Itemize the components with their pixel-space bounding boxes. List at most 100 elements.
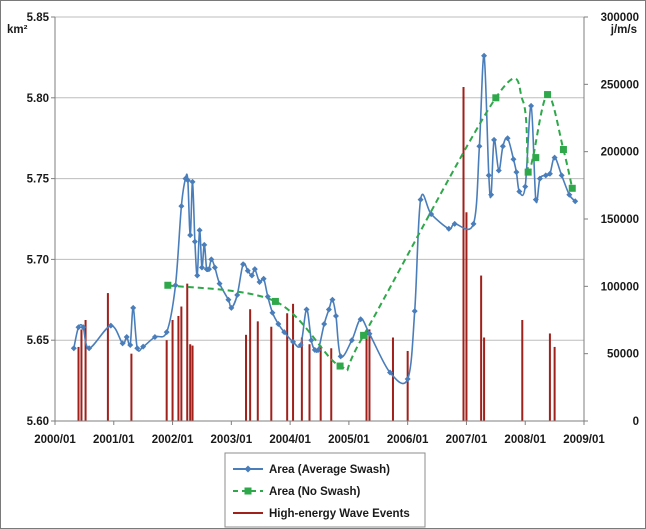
legend-box — [224, 452, 426, 528]
tick-labels: 5.60 5.65 5.70 5.75 5.80 5.85 0 50000 100000 1500… — [27, 12, 639, 446]
wave-event-bar — [406, 350, 409, 421]
legend-item: High-energy Wave Events — [233, 508, 410, 520]
average-swash-marker — [240, 261, 247, 268]
average-swash-marker — [516, 188, 523, 195]
y-left-tick-label: 5.85 — [27, 12, 50, 24]
average-swash-marker — [244, 267, 251, 274]
x-tick-label: 2008/01 — [504, 434, 546, 446]
average-swash-marker — [404, 375, 411, 382]
series-lines — [73, 54, 576, 385]
average-swash-marker — [528, 102, 535, 109]
average-swash-marker — [119, 340, 126, 347]
wave-event-bar — [330, 348, 333, 421]
average-swash-marker — [499, 143, 506, 150]
wave-event-bar — [480, 275, 483, 421]
legend-swatch-marker — [244, 465, 252, 473]
x-tick-label: 2000/01 — [34, 434, 76, 446]
legend-label: High-energy Wave Events — [269, 508, 410, 520]
wave-event-bar — [483, 337, 486, 421]
grid-lines — [55, 16, 584, 341]
wave-event-bar — [548, 333, 551, 421]
wave-event-bar — [186, 283, 189, 421]
y-left-unit: km² — [7, 24, 28, 36]
wave-event-bar — [521, 320, 524, 421]
y-left-tick-label: 5.65 — [27, 335, 50, 347]
y-right-tick-label: 300000 — [601, 12, 639, 24]
wave-event-bar — [77, 346, 80, 421]
average-swash-marker — [178, 203, 185, 210]
average-swash-marker — [451, 220, 458, 227]
average-swash-marker — [308, 337, 315, 344]
average-swash-marker — [70, 345, 77, 352]
x-tick-label: 2001/01 — [93, 434, 135, 446]
wave-event-bar — [462, 87, 465, 421]
average-swash-marker — [275, 321, 282, 328]
wave-event-bar — [84, 320, 87, 421]
no-swash-marker — [336, 362, 344, 370]
average-swash-marker — [536, 175, 543, 182]
y-left-tick-label: 5.80 — [27, 93, 49, 105]
average-swash-marker — [208, 256, 215, 263]
average-swash-marker — [485, 172, 492, 179]
average-swash-marker — [491, 136, 498, 143]
average-swash-marker — [470, 220, 477, 227]
average-swash-marker — [189, 178, 196, 185]
no-swash-marker — [568, 184, 576, 192]
no-swash-marker — [544, 91, 552, 99]
y-right-tick-label: 150000 — [601, 214, 639, 226]
average-swash-marker — [311, 346, 318, 353]
average-swash-marker — [332, 312, 339, 319]
wave-event-bars — [77, 87, 556, 421]
no-swash-line — [167, 77, 574, 372]
wave-event-bar — [308, 344, 311, 421]
average-swash-marker — [325, 306, 332, 313]
wave-event-bar — [245, 334, 248, 421]
y-left-tick-label: 5.60 — [27, 416, 49, 428]
average-swash-marker — [225, 296, 232, 303]
average-swash-line — [73, 54, 576, 385]
wave-event-bar — [130, 353, 133, 421]
wave-event-bar — [189, 344, 192, 421]
x-tick-label: 2009/01 — [563, 434, 605, 446]
average-swash-marker — [198, 264, 205, 271]
average-swash-marker — [329, 296, 336, 303]
x-tick-label: 2002/01 — [152, 434, 194, 446]
wave-event-bar — [165, 340, 168, 421]
average-swash-marker — [513, 169, 520, 176]
average-swash-marker — [234, 291, 241, 298]
legend-label: Area (No Swash) — [269, 486, 361, 498]
wave-event-bar — [465, 212, 468, 421]
average-swash-marker — [411, 308, 418, 315]
average-swash-marker — [86, 345, 93, 352]
average-swash-marker — [80, 324, 87, 331]
wave-event-bar — [249, 309, 252, 421]
legend: Area (Average Swash) Area (No Swash) High-… — [224, 452, 426, 528]
average-swash-marker — [495, 167, 502, 174]
wave-event-bar — [391, 337, 394, 421]
average-swash-marker — [532, 196, 539, 203]
x-tick-label: 2007/01 — [446, 434, 488, 446]
average-swash-marker — [140, 343, 147, 350]
average-swash-marker — [269, 309, 276, 316]
y-right-tick-label: 250000 — [601, 79, 639, 91]
average-swash-marker — [281, 329, 288, 336]
average-swash-marker — [387, 369, 394, 376]
y-right-tick-label: 0 — [633, 416, 639, 428]
average-swash-marker — [256, 279, 263, 286]
wave-event-bar — [292, 303, 295, 421]
wave-event-bar — [171, 320, 174, 421]
average-swash-marker — [417, 196, 424, 203]
average-swash-marker — [123, 333, 130, 340]
average-swash-marker — [551, 154, 558, 161]
y-right-unit: j/m/s — [610, 24, 637, 36]
average-swash-marker — [216, 280, 223, 287]
average-swash-marker — [522, 183, 529, 190]
average-swash-marker — [251, 266, 258, 273]
y-right-tick-label: 200000 — [601, 147, 639, 159]
wave-event-bar — [270, 326, 273, 421]
average-swash-marker — [187, 232, 194, 239]
average-swash-marker — [107, 322, 114, 329]
average-swash-marker — [315, 346, 322, 353]
